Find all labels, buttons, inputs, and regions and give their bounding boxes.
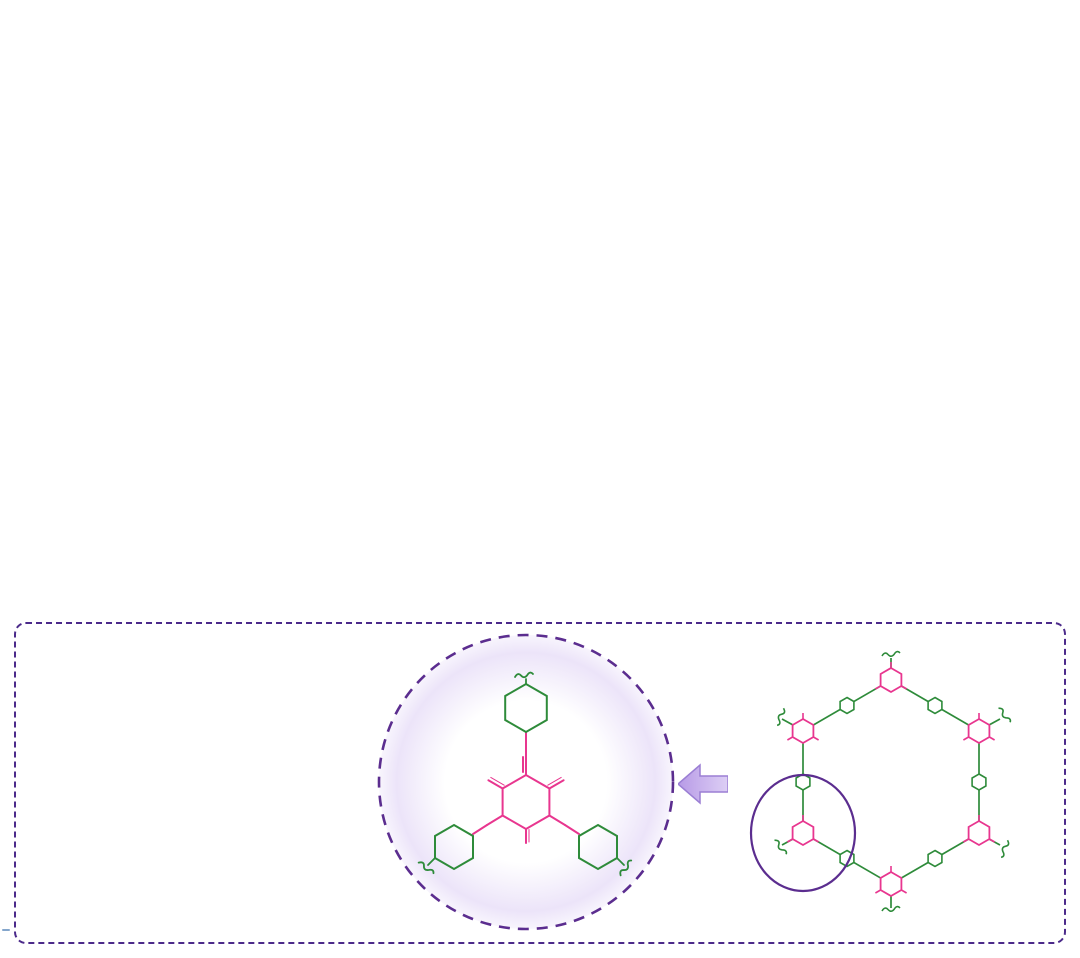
structure-zoom xyxy=(377,633,675,931)
tp-node xyxy=(962,814,996,846)
panel-g-box xyxy=(14,622,1066,944)
tp-node xyxy=(874,661,908,693)
squiggle-end xyxy=(997,705,1013,725)
watermark-logo xyxy=(2,929,10,931)
squiggle-end xyxy=(773,837,789,857)
terminal-squiggles xyxy=(417,671,633,877)
tp-node xyxy=(786,712,820,744)
enamine-arms xyxy=(472,732,580,835)
framework-lattice xyxy=(749,650,1013,913)
carbonyl-double-lines xyxy=(490,776,562,843)
carbonyl-bonds xyxy=(487,779,565,844)
squiggle-end xyxy=(997,839,1013,859)
highlight-ellipse xyxy=(749,773,857,893)
zoom-arrow-icon xyxy=(678,763,728,805)
phenyl-linker xyxy=(795,773,811,791)
tp-node xyxy=(786,814,820,846)
squiggle-end xyxy=(773,707,789,727)
phenyl-linker xyxy=(927,849,943,868)
tp-node xyxy=(874,865,908,897)
watermark xyxy=(2,929,14,931)
phenyl-linker xyxy=(839,696,855,715)
cof-framework xyxy=(749,650,1013,913)
phenyl-linker xyxy=(971,773,987,791)
zoom-circle-border xyxy=(377,633,675,931)
molecule-structure xyxy=(417,671,633,877)
squiggle-end xyxy=(881,650,901,658)
tp-node xyxy=(962,712,996,744)
arrow-shape xyxy=(678,763,728,805)
phenyl-linker xyxy=(927,696,943,715)
